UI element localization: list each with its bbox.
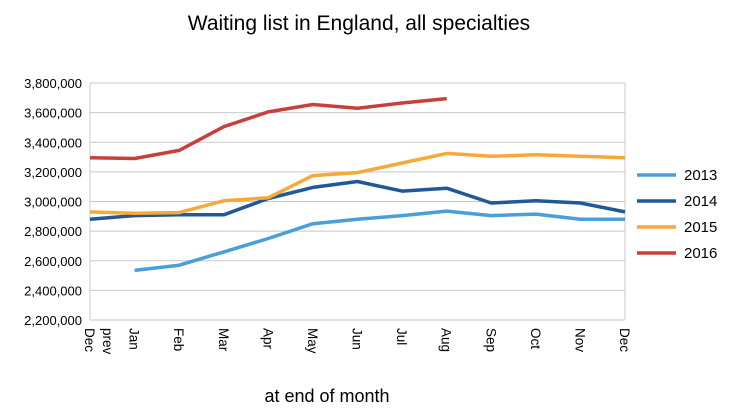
y-tick-label: 3,400,000	[24, 135, 82, 150]
gridlines	[89, 82, 626, 321]
legend-label: 2013	[684, 167, 717, 184]
y-tick-label: 2,800,000	[24, 224, 82, 239]
svg-text:Aug: Aug	[439, 328, 454, 352]
svg-text:May: May	[305, 328, 320, 354]
x-tick-label: Aug	[439, 328, 454, 352]
x-tick-label: Dec	[617, 328, 632, 352]
y-tick-label: 3,200,000	[24, 165, 82, 180]
legend-item-2015: 2015	[637, 219, 717, 236]
x-tick-label: Jan	[127, 328, 142, 350]
x-tick-label: Feb	[171, 328, 186, 351]
legend-label: 2015	[684, 219, 717, 236]
x-tick-label: Jun	[350, 328, 365, 350]
svg-text:prev: prev	[100, 328, 115, 355]
x-tick-label: Mar	[216, 328, 231, 352]
y-tick-label: 3,800,000	[24, 76, 82, 91]
legend-item-2014: 2014	[637, 193, 717, 210]
svg-text:Sep: Sep	[483, 328, 498, 352]
legend-label: 2014	[684, 193, 717, 210]
svg-text:Feb: Feb	[171, 328, 186, 351]
x-tick-label: Nov	[572, 328, 587, 352]
legend-item-2013: 2013	[637, 167, 717, 184]
x-axis-ticks: Dec prev Jan Feb Mar Apr May Jun Jul Aug Sep Oct Nov…	[82, 328, 632, 355]
svg-text:Jan: Jan	[127, 328, 142, 350]
svg-text:Dec: Dec	[82, 328, 97, 352]
y-tick-label: 2,200,000	[24, 313, 82, 328]
series-lines	[89, 96, 626, 273]
series-line-2014	[89, 179, 626, 222]
svg-text:Apr: Apr	[260, 328, 275, 350]
x-tick-label: May	[305, 328, 320, 354]
series-line-2015	[89, 151, 626, 216]
x-tick-label: Apr	[260, 328, 275, 350]
legend: 2013 2014 2015 2016	[637, 167, 717, 262]
x-axis-label: at end of month	[264, 386, 390, 406]
series-line-2016	[89, 96, 447, 161]
y-tick-label: 2,600,000	[24, 254, 82, 269]
legend-item-2016: 2016	[637, 245, 717, 262]
y-tick-label: 2,400,000	[24, 283, 82, 298]
x-tick-label: Jul	[394, 328, 409, 345]
svg-text:Oct: Oct	[528, 328, 543, 349]
svg-text:Dec: Dec	[617, 328, 632, 352]
svg-text:Jul: Jul	[394, 328, 409, 345]
svg-text:Mar: Mar	[216, 328, 231, 352]
x-tick-label: Oct	[528, 328, 543, 349]
x-tick-label: Sep	[483, 328, 498, 352]
chart-title: Waiting list in England, all specialties	[187, 12, 531, 35]
x-tick-label: Dec prev	[82, 328, 115, 355]
y-tick-label: 3,600,000	[24, 106, 82, 121]
svg-text:Nov: Nov	[572, 328, 587, 352]
y-axis-ticks: 2,200,000 2,400,000 2,600,000 2,800,000 3,00…	[24, 76, 82, 328]
y-tick-label: 3,000,000	[24, 195, 82, 210]
svg-text:Jun: Jun	[350, 328, 365, 350]
series-line-2013	[134, 209, 625, 273]
legend-label: 2016	[684, 245, 717, 262]
